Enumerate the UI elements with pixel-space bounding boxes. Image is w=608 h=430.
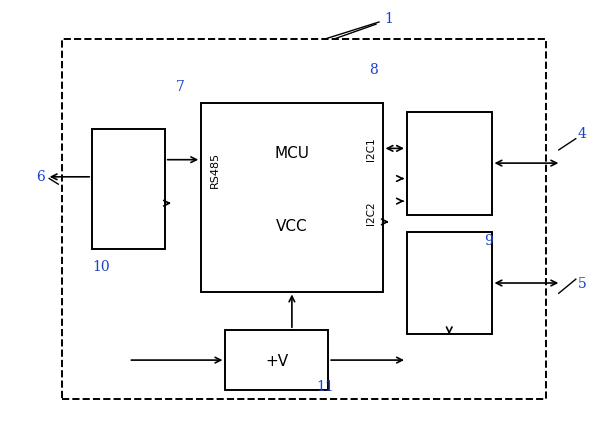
Text: 8: 8	[369, 63, 378, 77]
Text: 5: 5	[578, 276, 587, 290]
Bar	[201, 104, 382, 292]
Bar	[407, 232, 492, 335]
Text: I2C1: I2C1	[365, 137, 376, 161]
Text: 9: 9	[484, 233, 493, 248]
Bar	[62, 40, 546, 399]
Text: 10: 10	[92, 259, 110, 273]
Text: 1: 1	[384, 12, 393, 25]
Text: MCU: MCU	[274, 145, 309, 160]
Text: +V: +V	[265, 353, 288, 368]
Text: 7: 7	[176, 80, 184, 94]
Text: 6: 6	[36, 169, 45, 184]
Text: 4: 4	[578, 127, 587, 141]
Text: VCC: VCC	[276, 218, 308, 233]
Bar	[407, 113, 492, 215]
Text: I2C2: I2C2	[365, 201, 376, 225]
Bar	[92, 129, 165, 249]
Text: 11: 11	[316, 379, 334, 393]
Text: RS485: RS485	[209, 152, 219, 188]
Bar	[226, 330, 328, 390]
